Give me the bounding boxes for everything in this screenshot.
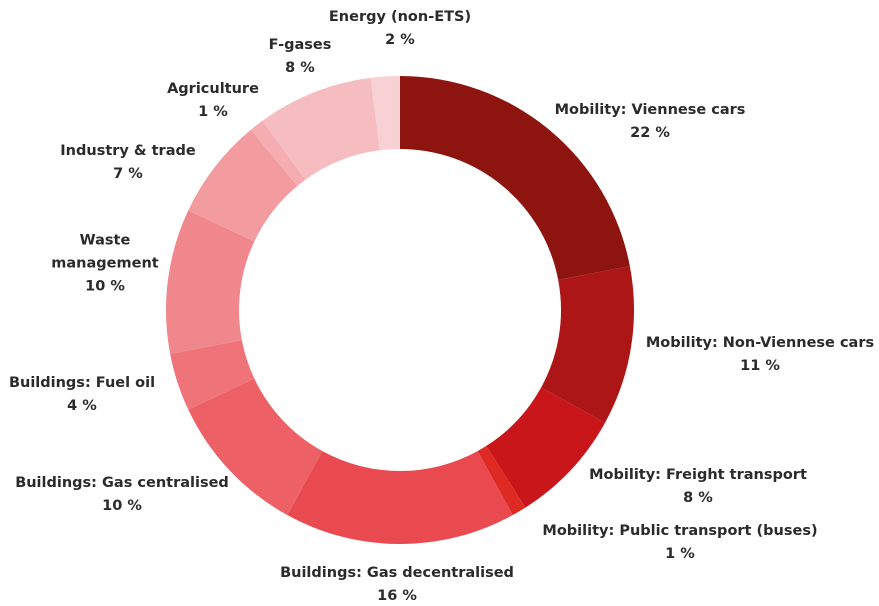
segment-value: 10 %: [102, 498, 142, 514]
segment-name: Buildings: Fuel oil: [8, 375, 156, 391]
segment-name: Buildings: Gas centralised: [15, 475, 229, 491]
donut-segment: [370, 76, 400, 151]
segment-label: Mobility: Viennese cars 22 %: [555, 99, 746, 145]
donut-segment: [166, 210, 255, 354]
segment-value: 16 %: [377, 588, 417, 604]
donut-segment: [250, 120, 306, 186]
segment-value: 8 %: [683, 490, 713, 506]
segment-name: Industry & trade: [60, 143, 196, 159]
segment-name: Mobility: Freight transport: [589, 467, 807, 483]
segment-name: F-gases: [268, 37, 332, 53]
segment-label: Agriculture 1 %: [167, 78, 259, 124]
segment-value: 7 %: [113, 166, 143, 182]
segment-name: Mobility: Non-Viennese cars: [645, 335, 875, 351]
segment-value: 1 %: [198, 104, 228, 120]
donut-segment: [541, 266, 635, 423]
donut-segment: [486, 387, 606, 508]
donut-segment: [188, 378, 323, 516]
donut-segment: [170, 340, 255, 410]
segment-name: Mobility: Viennese cars: [554, 102, 746, 118]
segment-name: Mobility: Public transport (buses): [542, 523, 818, 539]
segment-value: 11 %: [740, 358, 780, 374]
segment-name: Buildings: Gas decentralised: [280, 565, 514, 581]
segment-value: 22 %: [630, 125, 670, 141]
segment-label: Industry & trade 7 %: [60, 140, 195, 186]
donut-segment: [400, 76, 630, 280]
segment-value: 10 %: [85, 278, 125, 295]
segment-label: Mobility: Public transport (buses) 1 %: [542, 520, 817, 566]
segment-label: Buildings: Gas centralised 10 %: [15, 472, 229, 518]
segment-label: Waste management 10 %: [50, 230, 160, 299]
donut-segment: [262, 77, 380, 180]
segment-label: Mobility: Freight transport 8 %: [589, 464, 807, 510]
donut-segment: [477, 445, 526, 516]
segment-label: Buildings: Gas decentralised 16 %: [280, 562, 514, 606]
donut-segment: [287, 451, 513, 544]
segment-name: Agriculture: [167, 81, 259, 97]
segment-value: 4 %: [67, 398, 97, 414]
segment-name: Waste management: [51, 232, 159, 272]
segment-label: Mobility: Non-Viennese cars 11 %: [646, 332, 874, 378]
segment-value: 1 %: [665, 546, 695, 562]
segment-value: 2 %: [385, 32, 415, 48]
segment-value: 8 %: [285, 60, 315, 76]
segment-label: Energy (non-ETS) 2 %: [329, 6, 471, 52]
segment-label: Buildings: Fuel oil 4 %: [9, 372, 155, 418]
segment-name: Energy (non-ETS): [328, 9, 472, 25]
donut-segment: [188, 129, 298, 242]
segment-label: F-gases 8 %: [269, 34, 332, 80]
